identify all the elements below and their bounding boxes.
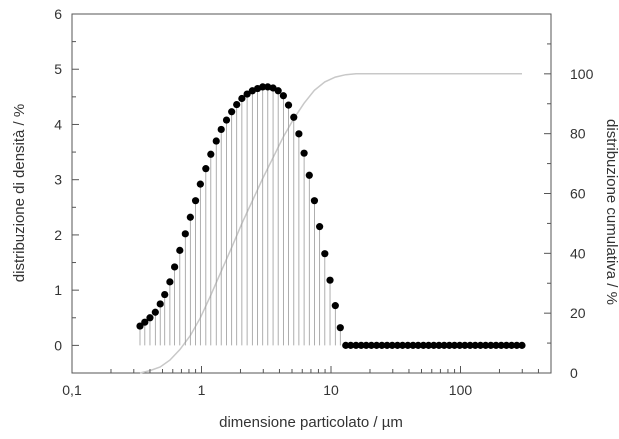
density-point — [450, 341, 459, 349]
y-axis-ticks: 0 1 2 3 4 5 6 — [54, 6, 79, 374]
density-point — [321, 250, 329, 258]
density-point — [414, 341, 422, 349]
density-point — [207, 150, 215, 158]
density-point — [141, 318, 149, 326]
density-point — [424, 341, 433, 349]
density-point — [191, 197, 200, 205]
y2-tick-label: 40 — [570, 245, 586, 261]
density-point — [161, 290, 169, 299]
density-point — [146, 314, 154, 322]
density-point — [347, 341, 355, 349]
cumulative-series — [139, 73, 522, 374]
density-point — [305, 171, 313, 179]
density-point — [497, 341, 505, 349]
density-point — [156, 300, 164, 308]
density-point — [228, 108, 236, 116]
density-point — [518, 341, 526, 349]
density-point — [362, 341, 370, 349]
density-point — [171, 263, 179, 271]
density-point — [151, 308, 159, 316]
y-tick-label: 1 — [54, 282, 62, 298]
x-axis-ticks: 0,1 1 10 100 — [62, 366, 552, 398]
density-point — [176, 246, 184, 254]
density-point — [430, 341, 438, 349]
density-point — [476, 341, 485, 349]
density-point — [482, 341, 490, 349]
density-point — [435, 341, 443, 349]
density-point — [186, 213, 194, 221]
density-point — [243, 90, 251, 98]
x-tick-label: 100 — [449, 382, 473, 398]
x-axis-title: dimensione particolato / µm — [219, 414, 403, 431]
density-point — [456, 341, 464, 349]
y2-tick-label: 0 — [570, 365, 578, 381]
density-point — [419, 341, 427, 349]
x-tick-label: 1 — [198, 382, 206, 398]
y-tick-label: 4 — [54, 116, 62, 132]
density-point — [196, 180, 204, 188]
y2-tick-label: 80 — [570, 126, 586, 142]
density-point — [342, 341, 350, 349]
density-point — [367, 341, 375, 349]
density-point — [217, 125, 225, 134]
density-point — [352, 341, 360, 349]
density-point — [502, 341, 510, 349]
density-point — [222, 116, 231, 124]
density-point — [284, 101, 293, 109]
density-point — [357, 341, 365, 349]
y2-tick-label: 20 — [570, 305, 586, 321]
density-point — [310, 197, 319, 205]
density-point — [166, 278, 174, 286]
y-tick-label: 0 — [54, 337, 62, 353]
density-point — [393, 341, 402, 349]
density-point — [372, 341, 381, 349]
density-point — [181, 230, 189, 238]
y2-tick-label: 60 — [570, 186, 586, 202]
density-point — [316, 223, 324, 231]
drop-lines — [139, 86, 341, 346]
y-tick-label: 5 — [54, 61, 62, 77]
density-point — [409, 341, 417, 349]
x-tick-label: 0,1 — [62, 382, 82, 398]
density-point — [378, 341, 386, 349]
density-point — [238, 94, 246, 103]
cumulative-line — [139, 73, 522, 374]
density-point — [259, 83, 267, 91]
y-tick-label: 3 — [54, 172, 62, 188]
density-point — [398, 341, 407, 349]
density-point — [274, 87, 282, 95]
density-point — [290, 113, 298, 121]
density-point — [492, 341, 500, 349]
density-point — [487, 341, 495, 349]
density-point — [279, 92, 287, 100]
y2-axis-title: distribuzione cumulativa / % — [603, 119, 619, 305]
density-point — [388, 341, 396, 349]
density-point — [300, 149, 308, 157]
density-point — [336, 324, 344, 332]
y2-axis-ticks: 0 20 40 60 80 100 — [544, 43, 594, 381]
density-point — [202, 165, 210, 173]
y-axis-title: distribuzione di densità / % — [11, 104, 28, 282]
density-point — [440, 341, 448, 349]
density-point — [507, 341, 516, 349]
y-tick-label: 6 — [54, 6, 62, 22]
density-point — [404, 341, 412, 349]
density-point — [212, 137, 220, 145]
x-tick-label: 10 — [323, 382, 339, 398]
density-series — [136, 83, 526, 349]
density-point — [471, 341, 479, 349]
density-point — [513, 341, 521, 349]
density-point — [331, 302, 339, 310]
density-point — [383, 341, 391, 349]
y-tick-label: 2 — [54, 227, 62, 243]
density-point — [461, 341, 469, 349]
density-point — [233, 100, 241, 109]
density-point — [445, 341, 453, 349]
density-point — [326, 276, 334, 284]
density-point — [295, 130, 303, 138]
density-point — [136, 322, 144, 330]
density-point — [466, 341, 474, 349]
y2-tick-label: 100 — [570, 66, 594, 82]
